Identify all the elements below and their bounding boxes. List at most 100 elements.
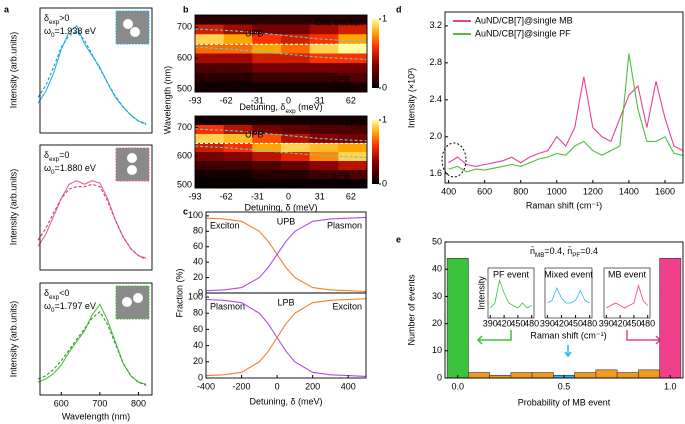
colorbar-tick-label: 0 — [382, 178, 387, 188]
heatmap-cell — [223, 24, 253, 35]
y-tick-label: 0 — [198, 372, 203, 382]
y-tick-label: 2.0 — [429, 131, 442, 141]
heatmap-cell — [281, 179, 310, 189]
plot-frame — [603, 267, 651, 319]
plot-frame — [487, 267, 535, 319]
heatmap-cell — [195, 143, 224, 153]
heatmap-cell — [195, 15, 224, 25]
heatmap-cell — [338, 53, 368, 64]
heatmap-cell — [195, 24, 224, 35]
x-axis-label-part: Detuning, δ — [239, 102, 285, 112]
x-tick-label: 1.0 — [664, 381, 677, 391]
heatmap-cell — [309, 24, 339, 35]
histogram-bar — [616, 372, 639, 379]
y-tick-label: 60 — [193, 241, 203, 251]
y-tick-label: 1.6 — [429, 168, 442, 178]
heatmap-cell — [195, 116, 224, 126]
x-tick-label: -31 — [251, 191, 264, 201]
x-tick-label: 800 — [131, 398, 146, 408]
series-line — [205, 298, 367, 377]
x-tick-label: 420 — [613, 318, 628, 328]
plot-title: UPB — [277, 216, 296, 226]
annotation-part: ω — [44, 163, 51, 173]
series-label: LPB — [333, 170, 350, 180]
annotation: ω0=1.938 eV — [44, 26, 96, 39]
heatmap-cell — [252, 43, 282, 54]
y-tick-label: 20 — [193, 356, 203, 366]
heatmap-cell — [223, 53, 253, 64]
plot-title-part: PF — [572, 252, 580, 259]
heatmap-cell — [252, 15, 282, 25]
heatmap-cell — [281, 143, 310, 153]
annotation: N=1 — [346, 118, 363, 128]
y-axis-label: Fraction (%) — [174, 268, 184, 317]
heatmap-cell — [223, 170, 253, 180]
heatmap-cell — [309, 143, 339, 153]
annotation: ω0=1.797 eV — [44, 301, 96, 314]
heatmap-cell — [309, 53, 339, 64]
annotation-part: ω — [44, 26, 51, 36]
annotation-part: =1.938 eV — [55, 26, 96, 36]
x-axis-label-part: (meV) — [296, 102, 323, 112]
plot-frame — [444, 11, 684, 184]
heatmap-cell — [338, 125, 368, 135]
heatmap-cell — [252, 63, 282, 74]
x-tick-label: 1400 — [619, 186, 639, 196]
heatmap-cell — [223, 143, 253, 153]
x-tick-label: 700 — [92, 398, 107, 408]
heatmap-cell — [252, 179, 282, 189]
annotation-part: >0 — [59, 13, 69, 23]
heatmap-cell — [338, 143, 368, 153]
heatmap-cell — [281, 43, 310, 54]
annotation-part: 0 — [51, 32, 55, 39]
x-tick-label: 800 — [513, 186, 528, 196]
y-tick-label: 700 — [177, 122, 192, 132]
heatmap-cell — [223, 43, 253, 54]
series-line — [448, 53, 684, 173]
annotation-part: δ — [44, 288, 49, 298]
heatmap-cell — [195, 34, 224, 45]
x-tick-label: 31 — [315, 191, 325, 201]
heatmap-cell — [281, 34, 310, 45]
heatmap-cell — [338, 63, 368, 74]
heatmap-cell — [309, 82, 339, 93]
x-axis-label: Detuning, δ (meV) — [249, 396, 322, 406]
annotation-part: 0 — [51, 169, 55, 176]
y-tick-label: 500 — [177, 179, 192, 189]
x-axis-label: Raman shift (cm⁻¹) — [530, 330, 606, 340]
y-tick-label: 50 — [432, 236, 442, 246]
heatmap-cell — [309, 116, 339, 126]
highlight-ellipse — [441, 142, 467, 178]
heatmap-cell — [252, 170, 282, 180]
x-tick-label: 0 — [286, 95, 291, 105]
series-line — [37, 25, 147, 125]
annotation-part: δ — [44, 150, 49, 160]
heatmap-cell — [309, 134, 339, 144]
y-tick-label: 0 — [198, 287, 203, 297]
histogram-bar — [595, 369, 618, 379]
annotation-part: exp — [49, 156, 60, 163]
x-tick-label: 0.5 — [558, 381, 571, 391]
x-tick-label: 0.0 — [451, 381, 464, 391]
heatmap-cell — [281, 63, 310, 74]
annotation-part: exp — [49, 19, 60, 26]
heatmap-cell — [281, 134, 310, 144]
heatmap-cell — [223, 152, 253, 162]
series-line — [205, 217, 367, 293]
histogram-bar — [531, 372, 554, 379]
heatmap-cell — [281, 170, 310, 180]
series-line — [448, 76, 684, 167]
x-tick-label: -31 — [251, 95, 264, 105]
plot-title: PF event — [493, 269, 530, 279]
heatmap-cell — [338, 24, 368, 35]
heatmap-cell — [338, 161, 368, 171]
heatmap-cell — [338, 43, 368, 54]
heatmap-cell — [309, 152, 339, 162]
y-tick-label: 80 — [193, 226, 203, 236]
y-tick-label: 100 — [188, 291, 203, 301]
histogram-bar — [446, 258, 469, 379]
heatmap-cell — [252, 53, 282, 64]
heatmap-cell — [252, 72, 282, 83]
series-line — [37, 183, 147, 260]
